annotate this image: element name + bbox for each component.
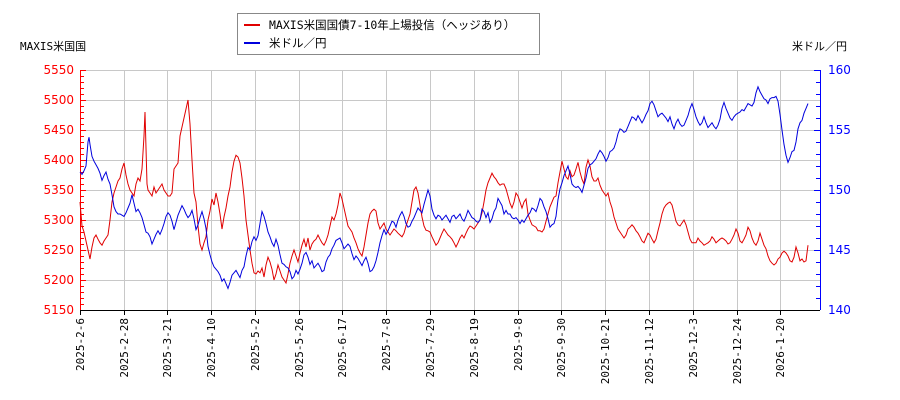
x-tick-label: 2025-4-10	[205, 318, 218, 378]
x-tick-label: 2025-5-2	[249, 318, 262, 371]
left-y-axis: 5150 5200 5250 5300 5350 5400 5450 5500 5550	[43, 63, 86, 317]
right-tick-label: 150	[828, 183, 851, 197]
x-axis: 2025-2-6 2025-2-28 2025-3-21 2025-4-10 2025-…	[74, 310, 820, 384]
legend-swatch-blue	[244, 42, 260, 44]
left-tick-label: 5500	[43, 93, 74, 107]
x-tick-label: 2025-5-26	[293, 318, 306, 378]
left-tick-label: 5250	[43, 243, 74, 257]
right-tick-label: 160	[828, 63, 851, 77]
right-axis-title: 米ドル／円	[792, 40, 847, 53]
left-tick-label: 5200	[43, 273, 74, 287]
left-tick-label: 5400	[43, 153, 74, 167]
x-tick-label: 2025-3-21	[161, 318, 174, 378]
x-tick-label: 2025-7-8	[380, 318, 393, 371]
right-y-axis: 140 145 150 155 160	[814, 63, 851, 317]
x-tick-label: 2025-2-6	[74, 318, 87, 371]
left-tick-label: 5300	[43, 213, 74, 227]
legend-label-usdjpy: 米ドル／円	[269, 36, 327, 50]
chart-legend: MAXIS米国国債7-10年上場投信（ヘッジあり） 米ドル／円	[237, 13, 540, 55]
x-tick-label: 2025-7-29	[424, 318, 437, 378]
left-tick-label: 5350	[43, 183, 74, 197]
grid-lines	[80, 70, 820, 310]
x-tick-label: 2025-9-30	[555, 318, 568, 378]
x-tick-label: 2025-12-3	[687, 318, 700, 378]
legend-swatch-red	[244, 24, 260, 26]
left-axis-title: MAXIS米国国	[20, 40, 87, 53]
left-tick-label: 5150	[43, 303, 74, 317]
x-tick-label: 2025-12-24	[731, 318, 744, 385]
right-tick-label: 140	[828, 303, 851, 317]
right-tick-label: 145	[828, 243, 851, 257]
x-tick-label: 2025-6-17	[336, 318, 349, 378]
x-tick-label: 2026-1-20	[774, 318, 787, 378]
legend-entry-maxis: MAXIS米国国債7-10年上場投信（ヘッジあり）	[244, 17, 515, 33]
left-tick-label: 5450	[43, 123, 74, 137]
right-tick-label: 155	[828, 123, 851, 137]
left-tick-label: 5550	[43, 63, 74, 77]
x-tick-label: 2025-11-12	[643, 318, 656, 384]
x-tick-label: 2025-9-8	[512, 318, 525, 371]
legend-entry-usdjpy: 米ドル／円	[244, 35, 327, 51]
series-line-usdjpy	[79, 85, 809, 290]
legend-label-maxis: MAXIS米国国債7-10年上場投信（ヘッジあり）	[269, 18, 516, 32]
series-line-maxis	[79, 99, 809, 285]
x-tick-label: 2025-8-19	[468, 318, 481, 378]
x-tick-label: 2025-10-21	[599, 318, 612, 384]
x-tick-label: 2025-2-28	[118, 318, 131, 378]
